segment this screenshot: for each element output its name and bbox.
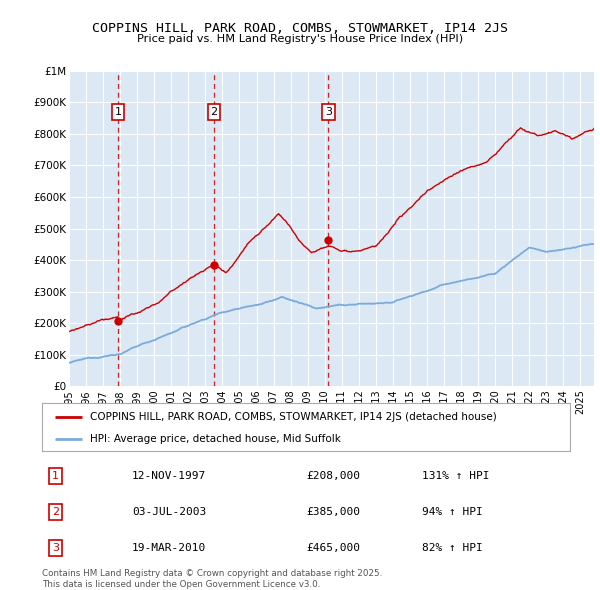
Text: 1: 1: [115, 107, 121, 117]
Text: 2: 2: [211, 107, 217, 117]
Text: 1: 1: [52, 471, 59, 481]
Text: £465,000: £465,000: [306, 543, 360, 553]
Text: COPPINS HILL, PARK ROAD, COMBS, STOWMARKET, IP14 2JS: COPPINS HILL, PARK ROAD, COMBS, STOWMARK…: [92, 22, 508, 35]
Text: 131% ↑ HPI: 131% ↑ HPI: [422, 471, 490, 481]
Text: 19-MAR-2010: 19-MAR-2010: [132, 543, 206, 553]
Text: 03-JUL-2003: 03-JUL-2003: [132, 507, 206, 517]
Text: Price paid vs. HM Land Registry's House Price Index (HPI): Price paid vs. HM Land Registry's House …: [137, 34, 463, 44]
Text: COPPINS HILL, PARK ROAD, COMBS, STOWMARKET, IP14 2JS (detached house): COPPINS HILL, PARK ROAD, COMBS, STOWMARK…: [89, 411, 496, 421]
Text: £385,000: £385,000: [306, 507, 360, 517]
Text: 94% ↑ HPI: 94% ↑ HPI: [422, 507, 483, 517]
Text: 2: 2: [52, 507, 59, 517]
Text: 3: 3: [52, 543, 59, 553]
Text: 82% ↑ HPI: 82% ↑ HPI: [422, 543, 483, 553]
Text: HPI: Average price, detached house, Mid Suffolk: HPI: Average price, detached house, Mid …: [89, 434, 340, 444]
Text: 12-NOV-1997: 12-NOV-1997: [132, 471, 206, 481]
Text: Contains HM Land Registry data © Crown copyright and database right 2025.
This d: Contains HM Land Registry data © Crown c…: [42, 569, 382, 589]
Text: £208,000: £208,000: [306, 471, 360, 481]
Text: 3: 3: [325, 107, 332, 117]
